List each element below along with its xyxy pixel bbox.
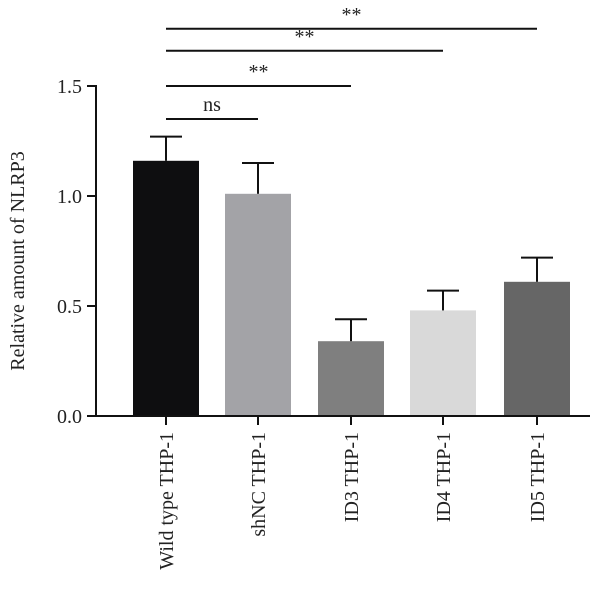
bar-4 (410, 310, 476, 416)
bar-1 (133, 160, 199, 416)
x-category-label: ID4 THP-1 (433, 432, 455, 522)
y-ticks-group: 0.0 0.5 1.0 1.5 (57, 76, 96, 428)
significance-label: ** (249, 61, 269, 83)
y-tick-label: 1.0 (57, 186, 82, 208)
x-category-label: ID3 THP-1 (341, 432, 363, 522)
y-tick-label: 0.0 (57, 406, 82, 428)
x-categories-group: Wild type THP-1 shNC THP-1 ID3 THP-1 ID4 TH… (156, 416, 549, 570)
significance-label: ns (203, 94, 221, 116)
significance-group: ns ** ** ** (166, 4, 537, 120)
x-category-label: Wild type THP-1 (156, 432, 178, 570)
significance-label: ** (295, 26, 315, 48)
x-category-label: ID5 THP-1 (527, 432, 549, 522)
bar-5 (504, 281, 570, 416)
axes-group (95, 85, 590, 417)
bar-3 (318, 341, 384, 416)
bars-group (133, 160, 570, 416)
significance-label: ** (342, 4, 362, 26)
y-tick-label: 1.5 (57, 76, 82, 98)
x-category-label: shNC THP-1 (248, 432, 270, 537)
y-tick-label: 0.5 (57, 296, 82, 318)
error-bars-group (150, 135, 553, 342)
y-axis-title: Relative amount of NLRP3 (7, 151, 29, 370)
bar-2 (225, 193, 291, 416)
